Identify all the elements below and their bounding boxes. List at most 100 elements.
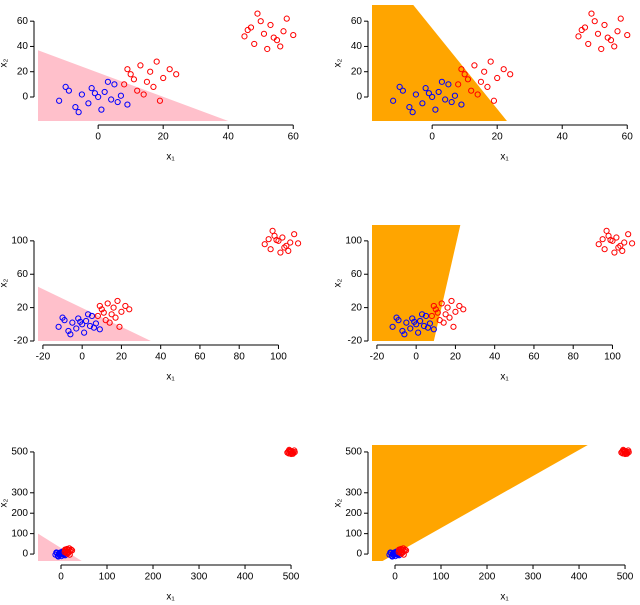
point xyxy=(477,78,485,85)
point xyxy=(432,106,439,113)
point xyxy=(72,104,79,111)
y-tick-label: 20 xyxy=(17,302,29,313)
y-tick-label: 0 xyxy=(356,92,362,103)
point xyxy=(59,314,66,321)
point xyxy=(615,244,622,251)
point xyxy=(407,325,414,332)
x-tick-label: 100 xyxy=(270,352,287,363)
x-tick-label: -20 xyxy=(370,352,385,363)
point xyxy=(628,240,636,247)
point xyxy=(260,30,268,37)
point xyxy=(283,15,290,22)
point xyxy=(588,10,595,17)
point xyxy=(406,104,413,111)
point xyxy=(456,302,463,310)
x-tick-label: 40 xyxy=(223,132,235,143)
point xyxy=(143,78,151,85)
point xyxy=(112,314,119,321)
y-tick-label: -20 xyxy=(348,336,363,347)
x-tick-label: 200 xyxy=(479,572,496,583)
point xyxy=(585,40,592,48)
y-tick-label: 300 xyxy=(345,487,362,498)
point xyxy=(430,326,437,333)
x-tick-label: 60 xyxy=(288,132,300,143)
point xyxy=(500,66,507,73)
point xyxy=(419,100,426,107)
point xyxy=(425,90,433,97)
y-tick-label: 60 xyxy=(351,269,363,280)
point xyxy=(153,58,160,65)
y-tick-label: 100 xyxy=(345,235,362,246)
point xyxy=(122,302,129,310)
point xyxy=(127,71,134,78)
point xyxy=(440,319,447,326)
point xyxy=(81,329,88,336)
point xyxy=(53,549,60,556)
point xyxy=(625,449,632,456)
point xyxy=(507,71,514,78)
y-tick-label: 0 xyxy=(22,92,28,103)
x-axis-label: x₁ xyxy=(166,372,175,383)
point xyxy=(96,302,103,310)
point xyxy=(435,88,442,96)
point xyxy=(57,550,64,557)
point xyxy=(121,81,128,88)
point xyxy=(591,18,598,25)
point xyxy=(468,87,475,94)
point xyxy=(281,244,288,251)
y-tick-label: 500 xyxy=(11,447,28,458)
point xyxy=(422,312,430,320)
point xyxy=(428,312,435,320)
point xyxy=(277,249,284,256)
point xyxy=(471,62,478,69)
x-tick-label: 500 xyxy=(617,572,634,583)
point xyxy=(88,312,96,320)
point xyxy=(150,83,157,90)
x-tick-label: 100 xyxy=(433,572,450,583)
point xyxy=(90,324,98,331)
decision-region xyxy=(372,225,461,341)
x-axis-label: x₁ xyxy=(166,152,175,163)
point xyxy=(490,97,498,104)
x-tick-label: 0 xyxy=(58,572,64,583)
point xyxy=(416,317,424,325)
y-tick-label: 20 xyxy=(351,66,363,77)
point xyxy=(69,319,76,326)
point xyxy=(393,314,400,321)
point xyxy=(108,96,115,103)
decision-region xyxy=(372,445,588,561)
point xyxy=(390,97,397,104)
point xyxy=(106,319,113,326)
point xyxy=(65,87,72,94)
point xyxy=(599,236,606,243)
x-axis-label: x₁ xyxy=(166,592,175,603)
point xyxy=(86,322,94,330)
x-tick-label: -20 xyxy=(36,352,51,363)
point xyxy=(432,306,439,313)
point xyxy=(160,74,167,82)
point xyxy=(267,21,274,29)
point xyxy=(265,236,272,243)
point xyxy=(101,88,108,96)
point xyxy=(450,323,457,330)
y-tick-label: 100 xyxy=(345,528,362,539)
point xyxy=(287,239,294,246)
point xyxy=(452,308,459,315)
point xyxy=(401,331,408,338)
point xyxy=(603,227,610,234)
x-tick-label: 400 xyxy=(571,572,588,583)
point xyxy=(124,66,131,73)
point xyxy=(611,43,618,50)
point xyxy=(619,247,626,254)
point xyxy=(403,319,410,326)
point xyxy=(56,97,63,104)
point xyxy=(291,449,298,456)
point xyxy=(257,18,264,25)
point xyxy=(55,323,62,330)
point xyxy=(111,81,118,88)
point xyxy=(294,240,302,247)
point xyxy=(484,83,491,90)
point xyxy=(96,326,103,333)
point xyxy=(595,241,602,248)
point xyxy=(429,93,436,101)
